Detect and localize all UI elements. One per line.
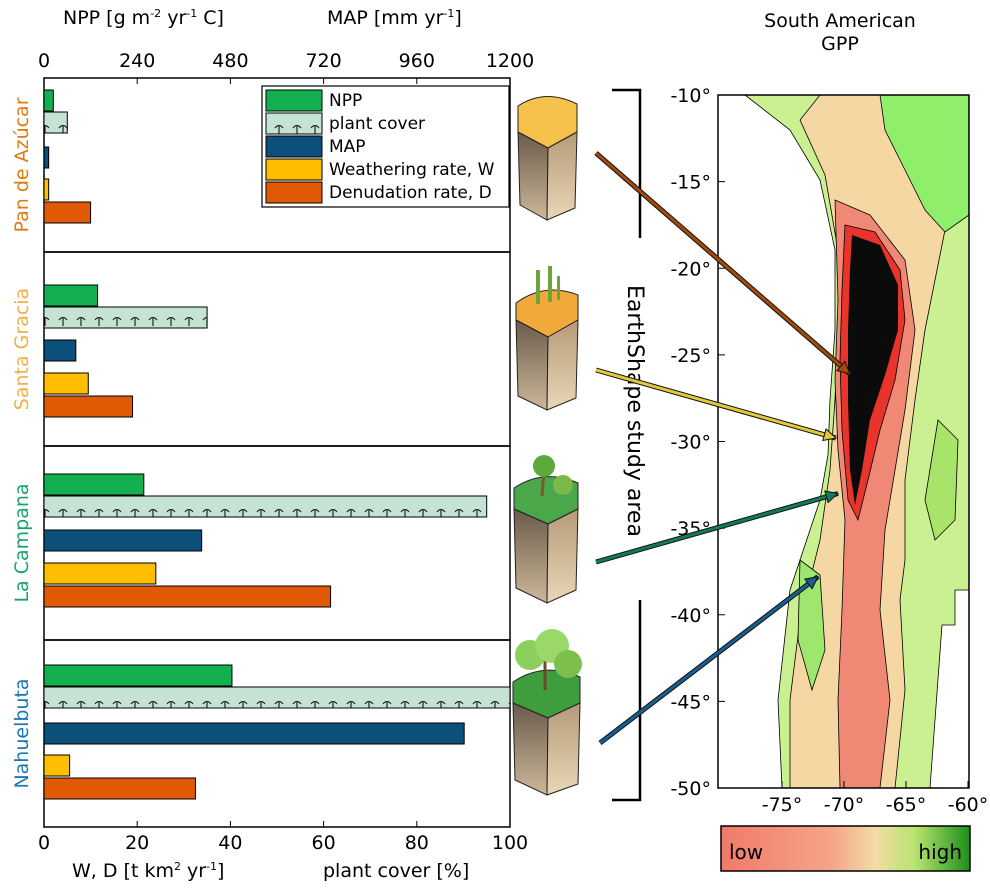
bottom-tick-label: 100 <box>492 832 528 854</box>
legend: NPP plant cover MAP Weathering rate, W Denud… <box>261 85 510 208</box>
lat-tick-label: -25° <box>670 345 711 367</box>
map-title-line2: GPP <box>821 33 859 55</box>
top-tick-label: 0 <box>38 50 50 72</box>
bar-panels: Pan de Azúcar Santa Gracia La Campana Nahue… <box>11 77 511 828</box>
study-area-bracket: EarthShape study area <box>612 88 647 802</box>
lat-tick-label: -40° <box>670 605 711 627</box>
gpp-contours <box>743 94 970 789</box>
lon-tick-label: -65° <box>886 794 927 816</box>
top-tick-label: 240 <box>119 50 155 72</box>
denudation-bar <box>43 777 196 800</box>
map-bar <box>43 339 77 362</box>
wd-axis-label: W, D [t km2 yr-1] <box>72 860 224 882</box>
soil-profile-nahuelbuta <box>512 629 582 796</box>
site-arrow <box>599 575 819 745</box>
legend-swatch <box>265 181 323 204</box>
lat-tick-label: -20° <box>670 258 711 280</box>
top-tick-label: 720 <box>305 50 341 72</box>
lon-tick-label: -75° <box>762 794 803 816</box>
site-arrow-head <box>836 360 851 375</box>
site-arrow <box>595 151 851 376</box>
denudation-bar <box>43 585 332 608</box>
map-title-line1: South American <box>764 10 916 32</box>
longitude-tick-labels: -75° -70° -65° -60° <box>762 781 989 816</box>
colorbar-low-label: low <box>729 840 763 864</box>
site-arrow <box>595 368 837 440</box>
panel-nahuelbuta: Nahuelbuta <box>11 639 511 828</box>
plant-cover-bar <box>43 111 68 134</box>
npp-bar <box>43 664 233 687</box>
top-tick-label: 960 <box>399 50 435 72</box>
top-tick-labels: 0 240 480 720 960 1200 <box>38 50 534 72</box>
plant-cover-bar <box>43 306 208 329</box>
latitude-tick-labels: -10°-15°-20°-25°-30°-35°-40°-45°-50° <box>670 85 725 800</box>
site-label: Pan de Azúcar <box>11 97 33 232</box>
bottom-tick-label: 20 <box>125 832 149 854</box>
panel-la-campana: La Campana <box>11 445 511 641</box>
gpp-colorbar: low high <box>720 825 971 872</box>
legend-swatch <box>265 89 323 112</box>
plant-cover-bar <box>43 686 511 709</box>
lon-tick-label: -60° <box>948 794 989 816</box>
bottom-tick-labels: 0 20 40 60 80 100 <box>38 832 528 854</box>
lat-tick-label: -15° <box>670 172 711 194</box>
gpp-map-panel: South American GPP -10° -15° -20° -25° -30° -… <box>670 10 989 872</box>
legend-swatch <box>265 112 323 135</box>
denudation-bar <box>43 395 134 418</box>
weathering-bar <box>43 178 50 201</box>
weathering-bar <box>43 754 71 777</box>
legend-label: plant cover <box>329 114 425 134</box>
plant-cover-axis-label: plant cover [%] <box>323 860 469 882</box>
bottom-tick-label: 80 <box>405 832 429 854</box>
legend-label: NPP <box>329 91 362 111</box>
legend-swatch <box>265 158 323 181</box>
lon-tick-label: -70° <box>824 794 865 816</box>
panel-santa-gracia: Santa Gracia <box>11 251 511 447</box>
map-bar <box>43 529 203 552</box>
lat-tick-label: -30° <box>670 432 711 454</box>
soil-profile-la-campana <box>513 455 579 604</box>
legend-label: MAP <box>329 137 366 157</box>
soil-profile-pan-de-azucar <box>517 95 578 221</box>
bottom-axis: 0 20 40 60 80 100 W, D [t km2 yr-1] plant cov… <box>38 832 528 882</box>
map-bar <box>43 146 50 169</box>
site-arrow-head <box>824 490 840 504</box>
soil-profile-santa-gracia <box>515 266 579 411</box>
site-label: Nahuelbuta <box>11 678 33 788</box>
denudation-bar <box>43 201 92 224</box>
site-label: La Campana <box>11 483 33 602</box>
weathering-bar <box>43 372 89 395</box>
legend-label: Weathering rate, W <box>329 160 495 180</box>
site-arrows <box>594 151 852 745</box>
weathering-bar <box>43 562 157 585</box>
plant-cover-bar <box>43 495 488 518</box>
npp-bar <box>43 284 99 307</box>
site-label: Santa Gracia <box>11 288 33 410</box>
bottom-tick-label: 0 <box>38 832 50 854</box>
site-arrow <box>595 492 839 564</box>
bottom-tick-label: 60 <box>312 832 336 854</box>
top-tick-label: 1200 <box>486 50 534 72</box>
lat-tick-label: -45° <box>670 691 711 713</box>
bottom-tick-label: 40 <box>218 832 242 854</box>
lat-tick-label: -50° <box>670 778 711 800</box>
npp-bar <box>43 89 54 112</box>
site-arrow-head <box>822 428 838 442</box>
top-tick-label: 480 <box>212 50 248 72</box>
npp-bar <box>43 473 145 496</box>
study-area-label: EarthShape study area <box>622 285 647 537</box>
map-axis-label: MAP [mm yr-1] <box>327 7 462 29</box>
site-arrow-head <box>803 575 819 590</box>
lat-tick-label: -10° <box>670 85 711 107</box>
npp-axis-label: NPP [g m-2 yr-1 C] <box>63 7 224 29</box>
top-axis: NPP [g m-2 yr-1 C] MAP [mm yr-1] 0 240 480… <box>38 7 534 72</box>
colorbar-high-label: high <box>918 840 962 864</box>
map-bar <box>43 722 465 745</box>
legend-swatch <box>265 135 323 158</box>
legend-label: Denudation rate, D <box>329 183 492 203</box>
